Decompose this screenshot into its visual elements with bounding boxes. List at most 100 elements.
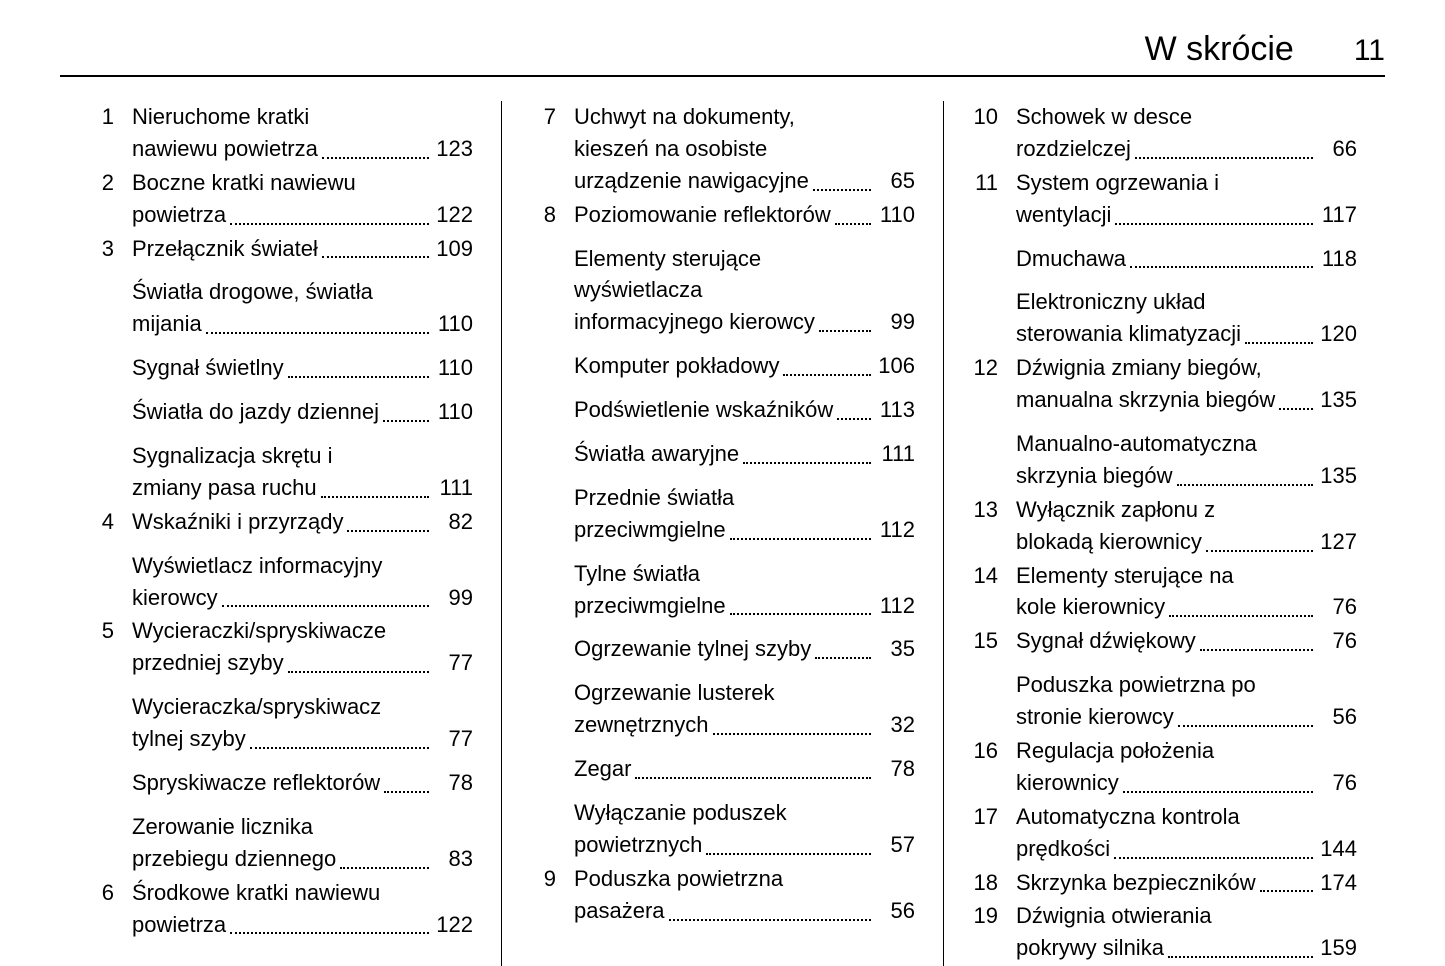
entry-spacer bbox=[88, 801, 473, 811]
toc-entry-page: 99 bbox=[433, 582, 473, 614]
toc-entry-label: Komputer pokładowy bbox=[574, 350, 779, 382]
toc-entry-label: Światła do jazdy dziennej bbox=[132, 396, 379, 428]
toc-entry-page: 110 bbox=[433, 352, 473, 384]
toc-entry-number: 19 bbox=[972, 900, 1016, 932]
toc-entry-label: przeciwmgielne bbox=[574, 590, 726, 622]
toc-leader-dots bbox=[1260, 890, 1313, 892]
entry-spacer bbox=[88, 540, 473, 550]
toc-entry: 2Boczne kratki nawiewupowietrza122 bbox=[88, 167, 473, 231]
toc-entry: Światła awaryjne111 bbox=[530, 438, 915, 470]
toc-entry-last-line: tylnej szyby77 bbox=[132, 723, 473, 755]
toc-entry-page: 76 bbox=[1317, 591, 1357, 623]
toc-entry-label: mijania bbox=[132, 308, 202, 340]
toc-entry-text-line: Manualno-automatyczna bbox=[1016, 428, 1357, 460]
toc-entry: 4Wskaźniki i przyrządy82 bbox=[88, 506, 473, 538]
toc-entry-text-line: Elementy sterujące bbox=[574, 243, 915, 275]
toc-entry: Światła do jazdy dziennej110 bbox=[88, 396, 473, 428]
toc-entry: Zerowanie licznikaprzebiegu dziennego83 bbox=[88, 811, 473, 875]
toc-leader-dots bbox=[669, 919, 871, 921]
toc-entry: 14Elementy sterujące nakole kierownicy76 bbox=[972, 560, 1357, 624]
toc-entry-last-line: Przełącznik świateł 109 bbox=[132, 233, 473, 265]
toc-leader-dots bbox=[635, 777, 871, 779]
toc-entry-label: wentylacji bbox=[1016, 199, 1111, 231]
toc-entry-last-line: zmiany pasa ruchu111 bbox=[132, 472, 473, 504]
toc-entry-label: powietrza bbox=[132, 909, 226, 941]
toc-entry-text-line: Uchwyt na dokumenty, bbox=[574, 101, 915, 133]
toc-entry-last-line: Komputer pokładowy106 bbox=[574, 350, 915, 382]
toc-entry-text-line: Schowek w desce bbox=[1016, 101, 1357, 133]
entry-spacer bbox=[530, 667, 915, 677]
toc-entry-last-line: kole kierownicy76 bbox=[1016, 591, 1357, 623]
toc-entry-body: Dmuchawa118 bbox=[1016, 243, 1357, 275]
toc-entry-body: Wycieraczka/spryskiwacztylnej szyby77 bbox=[132, 691, 473, 755]
toc-entry-last-line: Skrzynka bezpieczników174 bbox=[1016, 867, 1357, 899]
toc-entry-body: Schowek w descerozdzielczej66 bbox=[1016, 101, 1357, 165]
toc-entry-text-line: Poduszka powietrzna bbox=[574, 863, 915, 895]
toc-entry-label: kierowcy bbox=[132, 582, 218, 614]
toc-entry-number: 10 bbox=[972, 101, 1016, 133]
toc-entry-last-line: Światła awaryjne111 bbox=[574, 438, 915, 470]
entry-spacer bbox=[88, 757, 473, 767]
toc-entry-label: Wskaźniki i przyrządy bbox=[132, 506, 343, 538]
toc-entry-last-line: powietrza 122 bbox=[132, 909, 473, 941]
toc-entry-last-line: urządzenie nawigacyjne65 bbox=[574, 165, 915, 197]
toc-entry-number: 4 bbox=[88, 506, 132, 538]
toc-entry-label: Sygnał świetlny bbox=[132, 352, 284, 384]
toc-entry: Manualno-automatycznaskrzynia biegów135 bbox=[972, 428, 1357, 492]
toc-entry-page: 135 bbox=[1317, 384, 1357, 416]
entry-spacer bbox=[530, 233, 915, 243]
toc-entry-page: 83 bbox=[433, 843, 473, 875]
toc-entry-last-line: mijania110 bbox=[132, 308, 473, 340]
page-header: W skrócie 11 bbox=[60, 30, 1385, 77]
toc-entry-last-line: przeciwmgielne112 bbox=[574, 590, 915, 622]
toc-entry-page: 77 bbox=[433, 647, 473, 679]
entry-spacer bbox=[530, 428, 915, 438]
toc-entry-label: Poziomowanie reflektorów bbox=[574, 199, 831, 231]
entry-spacer bbox=[530, 472, 915, 482]
toc-entry-body: Spryskiwacze reflektorów78 bbox=[132, 767, 473, 799]
entry-spacer bbox=[530, 548, 915, 558]
toc-leader-dots bbox=[288, 376, 429, 378]
toc-entry-last-line: rozdzielczej66 bbox=[1016, 133, 1357, 165]
toc-entry-page: 120 bbox=[1317, 318, 1357, 350]
toc-entry-body: Manualno-automatycznaskrzynia biegów135 bbox=[1016, 428, 1357, 492]
entry-spacer bbox=[88, 342, 473, 352]
toc-entry-label: pasażera bbox=[574, 895, 665, 927]
toc-entry-number: 5 bbox=[88, 615, 132, 647]
toc-leader-dots bbox=[1130, 266, 1313, 268]
toc-entry-page: 159 bbox=[1317, 932, 1357, 964]
toc-entry-last-line: Wskaźniki i przyrządy82 bbox=[132, 506, 473, 538]
toc-entry: Podświetlenie wskaźników113 bbox=[530, 394, 915, 426]
toc-leader-dots bbox=[819, 330, 871, 332]
toc-entry-body: Sygnał świetlny 110 bbox=[132, 352, 473, 384]
toc-entry-text-line: Dźwignia zmiany biegów, bbox=[1016, 352, 1357, 384]
toc-entry-body: Nieruchome kratkinawiewu powietrza123 bbox=[132, 101, 473, 165]
toc-entry-body: Wyłącznik zapłonu zblokadą kierownicy127 bbox=[1016, 494, 1357, 558]
toc-entry: Elektroniczny układsterowania klimatyzac… bbox=[972, 286, 1357, 350]
toc-entry-page: 123 bbox=[433, 133, 473, 165]
toc-entry-last-line: blokadą kierownicy127 bbox=[1016, 526, 1357, 558]
toc-entry-label: powietrza bbox=[132, 199, 226, 231]
toc-entry-page: 78 bbox=[875, 753, 915, 785]
toc-entry-label: przeciwmgielne bbox=[574, 514, 726, 546]
toc-entry-page: 57 bbox=[875, 829, 915, 861]
toc-entry-body: Światła drogowe, światłamijania110 bbox=[132, 276, 473, 340]
toc-entry-page: 112 bbox=[875, 514, 915, 546]
toc-entry-page: 122 bbox=[433, 909, 473, 941]
toc-leader-dots bbox=[340, 867, 429, 869]
toc-entry-body: Dźwignia otwieraniapokrywy silnika159 bbox=[1016, 900, 1357, 964]
toc-entry-label: Przełącznik świateł bbox=[132, 233, 318, 265]
toc-entry-body: Zerowanie licznikaprzebiegu dziennego83 bbox=[132, 811, 473, 875]
toc-entry-body: Wskaźniki i przyrządy82 bbox=[132, 506, 473, 538]
toc-leader-dots bbox=[384, 791, 429, 793]
entry-spacer bbox=[972, 233, 1357, 243]
toc-leader-dots bbox=[1279, 408, 1313, 410]
toc-leader-dots bbox=[1169, 615, 1313, 617]
toc-entry-text-line: Automatyczna kontrola bbox=[1016, 801, 1357, 833]
toc-leader-dots bbox=[706, 853, 871, 855]
toc-entry-page: 109 bbox=[433, 233, 473, 265]
toc-entry-number: 11 bbox=[972, 167, 1016, 199]
entry-spacer bbox=[972, 418, 1357, 428]
toc-entry-number: 13 bbox=[972, 494, 1016, 526]
toc-entry-body: Dźwignia zmiany biegów,manualna skrzynia… bbox=[1016, 352, 1357, 416]
